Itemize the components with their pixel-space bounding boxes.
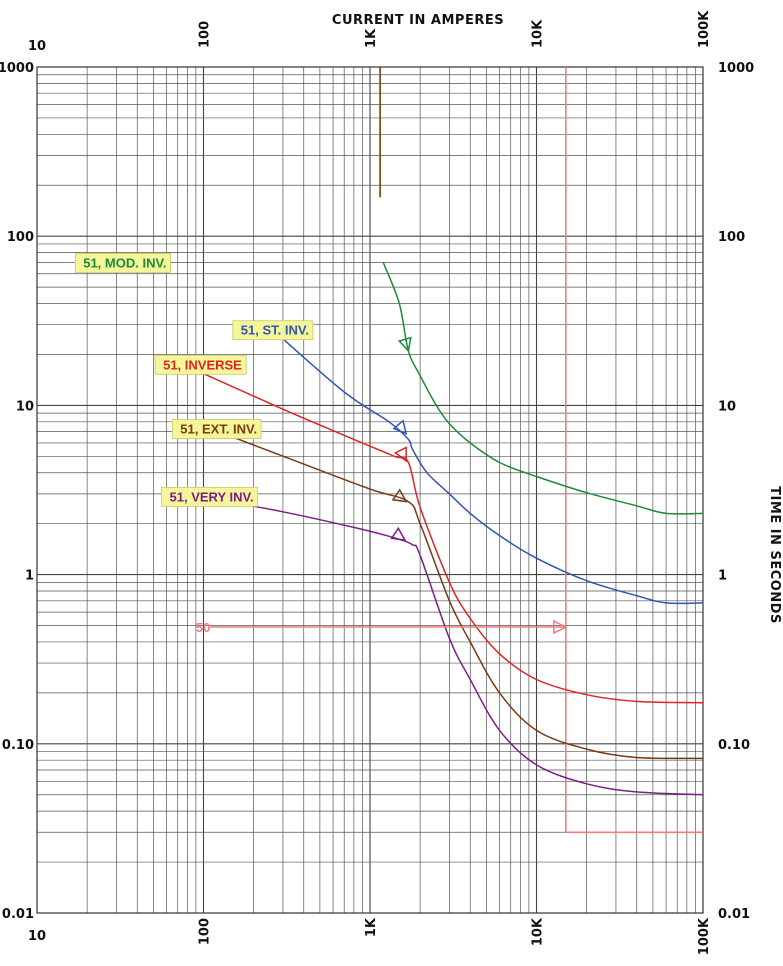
curve-label: 51, ST. INV. xyxy=(232,320,314,341)
plot-frame xyxy=(36,66,704,914)
y-tick-label-left: 100 xyxy=(7,230,34,245)
curve-label: 51, VERY INV. xyxy=(161,486,259,507)
curve-label-text: 51, EXT. INV. xyxy=(180,422,257,437)
reference-lines xyxy=(379,67,703,834)
arrowhead xyxy=(392,419,408,436)
arrowhead xyxy=(397,336,412,353)
grid-lines xyxy=(37,67,703,913)
curve-label-background xyxy=(232,320,314,341)
y-tick-label-right: 100 xyxy=(718,230,745,245)
x-axis-title: CURRENT IN AMPERES xyxy=(332,13,504,28)
arrowhead xyxy=(390,526,407,542)
arrowhead xyxy=(391,488,408,503)
curve-label-text: 51, VERY INV. xyxy=(170,489,254,504)
series-line xyxy=(199,495,703,796)
curve-label: 51, MOD. INV. xyxy=(74,253,171,273)
y-axis-title: TIME IN SECONDS xyxy=(767,486,782,624)
arrowhead xyxy=(394,446,407,463)
curve-arrows xyxy=(390,336,568,635)
curve-label-background xyxy=(171,419,262,439)
curve-label-text: 51, INVERSE xyxy=(163,357,242,372)
y-tick-label-right: 0.01 xyxy=(718,907,750,922)
x-tick-label-bottom: 10 xyxy=(28,929,46,944)
y-tick-label-left: 1000 xyxy=(0,61,34,76)
y-tick-label-left: 0.10 xyxy=(2,738,34,753)
y-tick-label-right: 0.10 xyxy=(718,738,750,753)
x-tick-label-top: 10 xyxy=(28,39,46,54)
x-tick-label-top: 1K xyxy=(364,28,379,48)
curve-label: 51, EXT. INV. xyxy=(171,419,262,439)
tick-labels: 10 10 100 100 1K 1K 10K 10K 100K 100K 1000 1000 100 1… xyxy=(0,10,754,955)
curve-label-background xyxy=(154,354,247,375)
y-tick-label-right: 1000 xyxy=(718,61,754,76)
y-tick-label-left: 10 xyxy=(16,399,34,414)
x-tick-label-bottom: 100K xyxy=(697,917,712,955)
series-line xyxy=(210,427,703,760)
curve-label: 50 xyxy=(196,620,210,635)
curve-label-text: 51, MOD. INV. xyxy=(83,255,166,270)
y-tick-label-left: 0.01 xyxy=(2,907,34,922)
x-tick-label-top: 100 xyxy=(198,21,213,48)
arrowhead xyxy=(553,619,568,635)
y-tick-label-right: 10 xyxy=(718,399,736,414)
curves xyxy=(182,262,703,796)
curve-label-background xyxy=(161,486,259,507)
curve-label-text: 50 xyxy=(196,620,210,635)
x-tick-label-top: 100K xyxy=(697,10,712,48)
curve-label: 51, INVERSE xyxy=(154,354,247,375)
series-line xyxy=(182,363,703,704)
x-tick-label-bottom: 100 xyxy=(198,918,213,945)
curve-label-background xyxy=(74,253,171,273)
curve-labels: 51, MOD. INV. 51, ST. INV. 51, INVERSE 51, … xyxy=(74,253,314,635)
y-tick-label-right: 1 xyxy=(718,569,727,584)
x-tick-label-top: 10K xyxy=(531,19,546,48)
curve-label-text: 51, ST. INV. xyxy=(241,323,309,338)
y-tick-label-left: 1 xyxy=(25,569,34,584)
x-tick-label-bottom: 10K xyxy=(531,917,546,946)
x-tick-label-bottom: 1K xyxy=(364,917,379,937)
series-line xyxy=(272,329,703,605)
